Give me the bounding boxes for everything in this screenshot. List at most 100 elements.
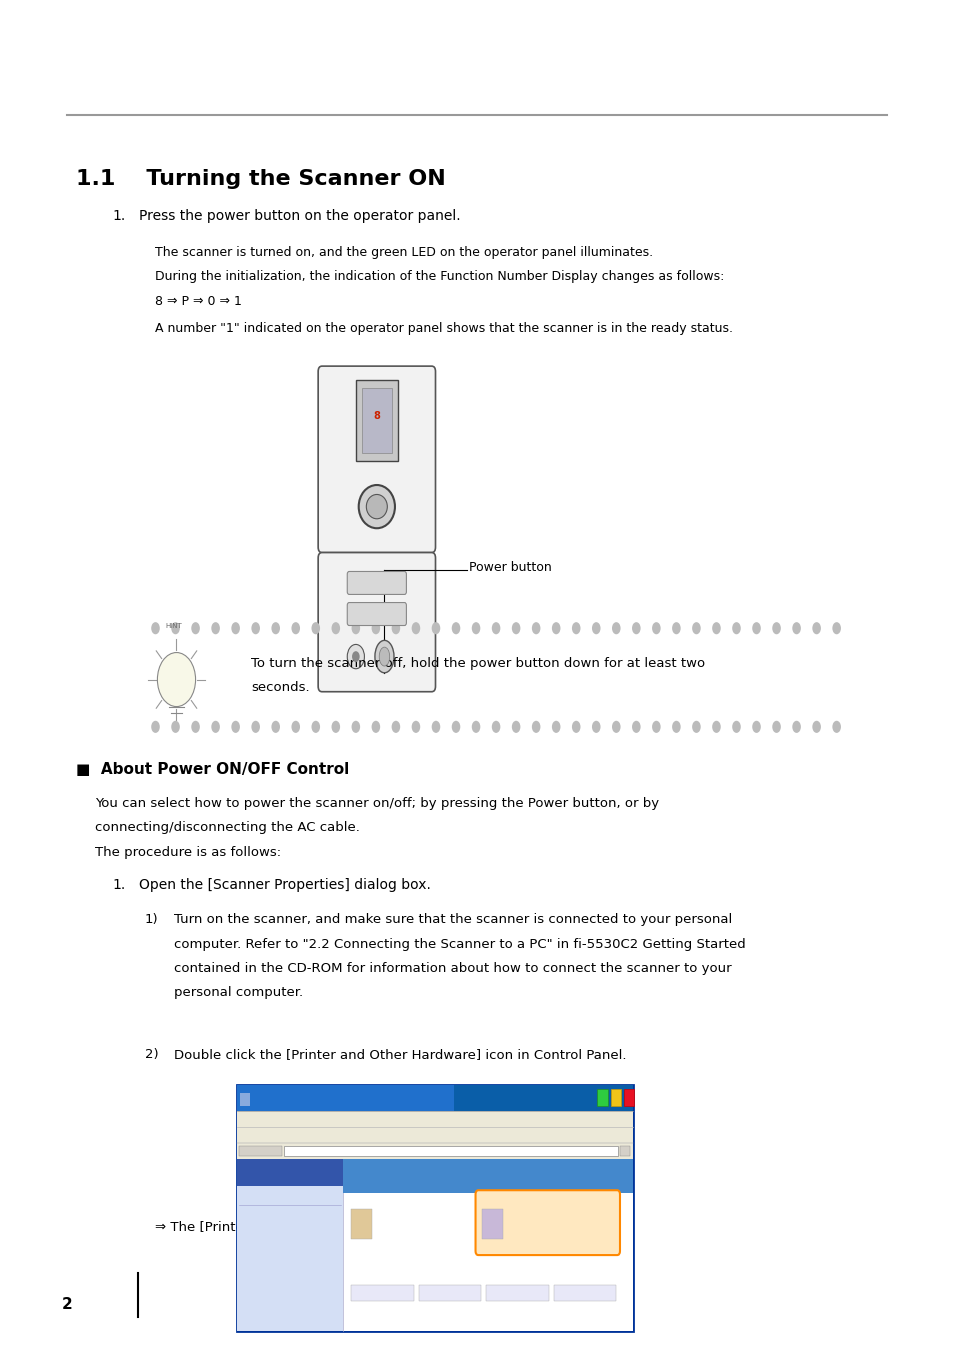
Circle shape	[331, 721, 339, 732]
Circle shape	[671, 621, 680, 635]
Circle shape	[252, 721, 259, 732]
Text: You can select how to power the scanner on/off; by pressing the Power button, or: You can select how to power the scanner …	[95, 797, 659, 811]
Text: Double click the [Printer and Other Hardware] icon in Control Panel.: Double click the [Printer and Other Hard…	[173, 1048, 625, 1062]
Text: View: View	[341, 1113, 356, 1119]
Text: contained in the CD-ROM for information about how to connect the scanner to your: contained in the CD-ROM for information …	[173, 962, 731, 975]
Text: personal computer.: personal computer.	[173, 986, 302, 1000]
Bar	[486, 1285, 548, 1301]
Circle shape	[347, 644, 364, 669]
Bar	[343, 1159, 632, 1331]
FancyBboxPatch shape	[318, 553, 435, 692]
Text: The scanner is turned on, and the green LED on the operator panel illuminates.: The scanner is turned on, and the green …	[154, 246, 652, 259]
Circle shape	[171, 721, 179, 732]
Bar	[418, 1285, 481, 1301]
Bar	[236, 1085, 632, 1331]
Text: computer. Refer to "2.2 Connecting the Scanner to a PC" in fi-5530C2 Getting Sta: computer. Refer to "2.2 Connecting the S…	[173, 938, 744, 951]
Circle shape	[151, 621, 159, 635]
Circle shape	[532, 621, 540, 635]
Circle shape	[612, 721, 620, 732]
Circle shape	[272, 721, 280, 732]
Text: Control Panel: Control Panel	[240, 1165, 294, 1170]
Circle shape	[791, 721, 801, 732]
Circle shape	[831, 621, 841, 635]
Circle shape	[191, 621, 200, 635]
Circle shape	[711, 721, 720, 732]
Circle shape	[211, 721, 219, 732]
Bar	[236, 1159, 343, 1186]
Circle shape	[272, 621, 280, 635]
Circle shape	[292, 621, 300, 635]
Circle shape	[391, 621, 400, 635]
Circle shape	[171, 621, 179, 635]
Bar	[351, 1209, 372, 1239]
Circle shape	[631, 721, 640, 732]
Circle shape	[372, 721, 379, 732]
Circle shape	[452, 621, 459, 635]
Circle shape	[511, 621, 520, 635]
Text: 1.: 1.	[112, 209, 126, 223]
Ellipse shape	[366, 494, 387, 519]
Circle shape	[151, 721, 159, 732]
Circle shape	[471, 721, 479, 732]
Circle shape	[292, 721, 300, 732]
Circle shape	[532, 721, 540, 732]
Circle shape	[631, 621, 640, 635]
Bar	[236, 1159, 343, 1331]
Circle shape	[812, 621, 820, 635]
Text: See Also: See Also	[240, 1210, 271, 1216]
Text: Address: Address	[241, 1146, 263, 1151]
Circle shape	[751, 721, 760, 732]
Bar	[553, 1285, 616, 1301]
Circle shape	[492, 721, 499, 732]
Circle shape	[751, 621, 760, 635]
Bar	[240, 1093, 250, 1106]
Ellipse shape	[375, 640, 394, 673]
Circle shape	[231, 621, 240, 635]
FancyBboxPatch shape	[475, 1190, 619, 1255]
Text: Appearance and Themes: Appearance and Themes	[375, 1210, 444, 1216]
Circle shape	[412, 721, 420, 732]
Circle shape	[692, 721, 700, 732]
Text: Control Panel: Control Panel	[252, 1090, 310, 1100]
Circle shape	[351, 621, 359, 635]
Circle shape	[551, 721, 560, 732]
Text: Press the power button on the operator panel.: Press the power button on the operator p…	[139, 209, 460, 223]
Text: 2: 2	[62, 1297, 72, 1312]
Circle shape	[492, 621, 499, 635]
Circle shape	[731, 721, 740, 732]
FancyBboxPatch shape	[347, 603, 406, 626]
Circle shape	[652, 621, 659, 635]
Text: Control Panel: Control Panel	[287, 1146, 323, 1151]
Circle shape	[311, 721, 320, 732]
Circle shape	[731, 621, 740, 635]
Circle shape	[511, 721, 520, 732]
Text: 1): 1)	[145, 913, 158, 927]
Text: 1.1    Turning the Scanner ON: 1.1 Turning the Scanner ON	[76, 169, 446, 189]
Circle shape	[791, 621, 801, 635]
Text: Help: Help	[490, 1113, 504, 1119]
Text: Open the [Scanner Properties] dialog box.: Open the [Scanner Properties] dialog box…	[139, 878, 431, 892]
Bar	[442, 1128, 466, 1142]
Text: ×: ×	[442, 1129, 450, 1139]
Circle shape	[571, 721, 579, 732]
Circle shape	[311, 621, 320, 635]
Bar	[284, 1146, 618, 1156]
Text: Turn on the scanner, and make sure that the scanner is connected to your persona: Turn on the scanner, and make sure that …	[173, 913, 731, 927]
Circle shape	[831, 721, 841, 732]
Circle shape	[652, 721, 659, 732]
Text: Printers and Other Hardware: Printers and Other Hardware	[505, 1210, 584, 1216]
Circle shape	[452, 721, 459, 732]
Circle shape	[157, 653, 195, 707]
Bar	[597, 1089, 607, 1106]
Bar	[236, 1111, 632, 1127]
Circle shape	[591, 621, 600, 635]
Text: ⇒ The [Printer and Other Hardware] window appears.: ⇒ The [Printer and Other Hardware] windo…	[154, 1221, 511, 1235]
Text: 8 ⇒ P ⇒ 0 ⇒ 1: 8 ⇒ P ⇒ 0 ⇒ 1	[154, 295, 241, 308]
Circle shape	[671, 721, 680, 732]
Text: ◄  ►  ▲: ◄ ► ▲	[240, 1129, 265, 1135]
Circle shape	[191, 721, 200, 732]
Circle shape	[551, 621, 560, 635]
Bar	[351, 1285, 414, 1301]
Ellipse shape	[379, 647, 390, 666]
Text: Favorites: Favorites	[391, 1113, 419, 1119]
